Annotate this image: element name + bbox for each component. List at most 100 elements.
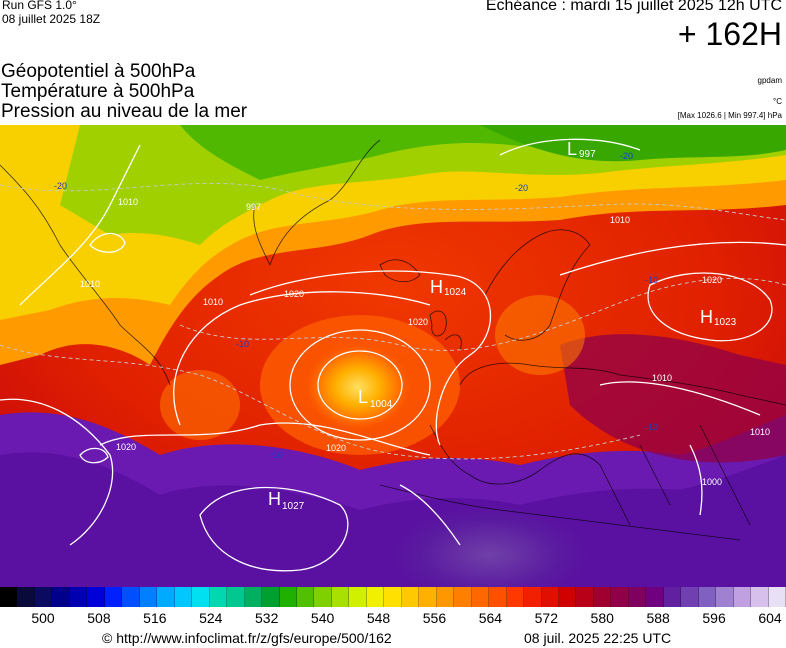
color-swatch (733, 587, 752, 607)
temperature-label: -20 (620, 151, 633, 161)
color-swatch (17, 587, 35, 607)
temperature-label: -20 (54, 181, 67, 191)
warm-core-sahara (390, 505, 590, 587)
color-swatch (611, 587, 629, 607)
color-scale-tick: 532 (255, 610, 279, 626)
color-swatch (489, 587, 507, 607)
color-scale-tick: 508 (87, 610, 111, 626)
low-pressure-center: L 1004 (358, 387, 393, 410)
weather-map: H 1024 H 1023 H 1027 L 1004 L 997 1010 1… (0, 125, 786, 587)
color-swatch (454, 587, 472, 607)
temperature-label: -10 (645, 422, 658, 432)
warm-dome-east (560, 334, 786, 463)
color-swatch (768, 587, 786, 607)
isobars (0, 138, 786, 572)
high-2-value: 1023 (714, 317, 737, 328)
color-swatch (419, 587, 437, 607)
color-swatch (698, 587, 717, 607)
color-scale-tick: 588 (646, 610, 670, 626)
color-swatch (262, 587, 280, 607)
low-pressure-center: L 997 (567, 139, 596, 160)
isobar-label: 1010 (118, 197, 138, 207)
color-swatch (209, 587, 228, 607)
low-2-value: 997 (579, 149, 596, 160)
color-swatch (227, 587, 245, 607)
unit-pressure-range: [Max 1026.6 | Min 997.4] hPa (677, 111, 782, 120)
title-geopotential: Géopotentiel à 500hPa (1, 61, 196, 82)
color-swatch (593, 587, 612, 607)
color-swatch (174, 587, 193, 607)
high-3-value: 1027 (282, 501, 305, 512)
temperature-label: -10 (645, 275, 658, 285)
high-pressure-center: H 1024 (430, 277, 467, 298)
color-scale-tick: 540 (310, 610, 335, 626)
color-scale-tick: 596 (702, 610, 726, 626)
color-swatch (471, 587, 490, 607)
color-swatch (436, 587, 455, 607)
isobar-label: 1020 (116, 442, 136, 452)
high-pressure-center: H 1027 (268, 489, 305, 512)
high-1-letter: H (430, 277, 443, 297)
color-swatch (139, 587, 158, 607)
isobar-label: 1020 (326, 443, 346, 453)
color-swatch (663, 587, 682, 607)
generation-timestamp: 08 juil. 2025 22:25 UTC (524, 630, 672, 646)
color-scale-bar (0, 587, 786, 607)
color-swatch (349, 587, 367, 607)
color-swatch (524, 587, 542, 607)
color-scale-tick: 556 (422, 610, 447, 626)
color-scale-tick: 580 (590, 610, 614, 626)
forecast-valid-time: Echéance : mardi 15 juillet 2025 12h UTC (485, 0, 782, 14)
color-swatch (279, 587, 297, 607)
temperature-label: -10 (236, 339, 249, 349)
color-swatch (87, 587, 105, 607)
color-swatch (681, 587, 699, 607)
source-url: © http://www.infoclimat.fr/z/gfs/europe/… (102, 630, 392, 646)
run-date: 08 juillet 2025 18Z (2, 12, 101, 26)
isobar-label: 1010 (750, 427, 770, 437)
color-swatch (52, 587, 70, 607)
color-swatch (0, 587, 18, 607)
color-swatch (157, 587, 175, 607)
temperature-label: -10 (270, 450, 283, 460)
isobar-label: 1010 (652, 373, 672, 383)
isobar-label: 1010 (203, 297, 223, 307)
isobar-label: 997 (246, 202, 261, 212)
cold-trough-northeast (480, 125, 786, 162)
color-scale-tick: 524 (199, 610, 223, 626)
color-swatch (104, 587, 123, 607)
color-swatch (541, 587, 559, 607)
title-pressure: Pression au niveau de la mer (1, 101, 248, 122)
isobar-label: 1020 (408, 317, 428, 327)
title-temperature: Température à 500hPa (1, 81, 195, 102)
low-1-letter: L (358, 387, 368, 407)
color-swatch (384, 587, 402, 607)
temperature-label: -20 (515, 183, 528, 193)
color-scale-tick: 604 (758, 610, 782, 626)
color-swatch (716, 587, 734, 607)
run-label: Run GFS 1.0° (2, 0, 77, 12)
unit-geopotential: gpdam (757, 76, 782, 85)
color-swatch (314, 587, 332, 607)
isobar-label: 1000 (702, 477, 722, 487)
color-swatch (366, 587, 385, 607)
low-2-letter: L (567, 139, 577, 159)
isobar-label: 1020 (284, 289, 304, 299)
isobar-label: 1020 (702, 275, 722, 285)
color-swatch (244, 587, 263, 607)
color-scale-tick: 548 (366, 610, 391, 626)
color-swatch (192, 587, 210, 607)
high-1-value: 1024 (444, 287, 467, 298)
isobar-label: 1010 (610, 215, 630, 225)
unit-temperature: °C (773, 97, 782, 106)
high-2-letter: H (700, 307, 713, 327)
color-swatch (628, 587, 647, 607)
color-scale-tick: 516 (143, 610, 167, 626)
high-pressure-center: H 1023 (700, 307, 737, 328)
color-swatch (401, 587, 420, 607)
color-scale-tick: 572 (534, 610, 558, 626)
color-swatch (296, 587, 315, 607)
color-swatch (122, 587, 140, 607)
color-swatch (576, 587, 594, 607)
isobar-label: 1010 (80, 279, 100, 289)
